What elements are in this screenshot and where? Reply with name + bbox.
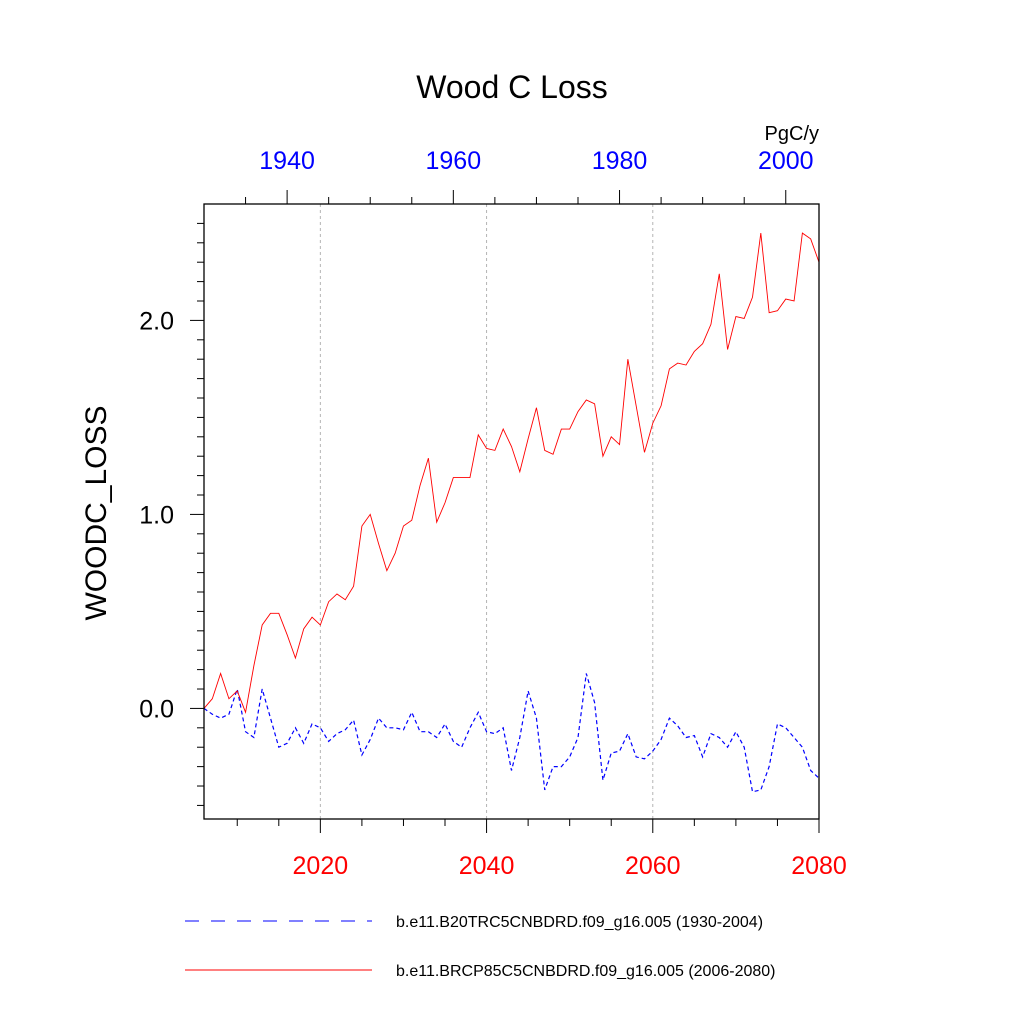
y-tick-label-1.0: 1.0 xyxy=(139,501,174,529)
series-lines xyxy=(203,232,820,793)
top-tick-label-1980: 1980 xyxy=(592,147,648,175)
historical-series-line xyxy=(203,673,820,793)
bottom-tick-label-2040: 2040 xyxy=(459,852,515,880)
bottom-tick-label-2060: 2060 xyxy=(625,852,681,880)
legend-label-2: b.e11.BRCP85C5CNBDRD.f09_g16.005 (2006-2… xyxy=(396,963,775,980)
tick-labels: 2.0 1.0 0.0 1940 1960 1980 2000 2020 2040 2060 208… xyxy=(139,147,847,880)
legend-label-1: b.e11.B20TRC5CNBDRD.f09_g16.005 (1930-20… xyxy=(396,914,763,931)
vertical-gridlines xyxy=(319,204,654,819)
top-tick-label-2000: 2000 xyxy=(758,147,814,175)
y-tick-label-0.0: 0.0 xyxy=(139,695,174,723)
y-tick-label-2.0: 2.0 xyxy=(139,307,174,335)
units-label: PgC/y xyxy=(765,123,819,145)
plot-border xyxy=(203,203,820,820)
bottom-tick-label-2080: 2080 xyxy=(791,852,847,880)
y-axis-label: WOODC_LOSS xyxy=(80,405,113,620)
plot-frame xyxy=(203,203,820,820)
axis-ticks xyxy=(190,190,820,833)
legend: b.e11.B20TRC5CNBDRD.f09_g16.005 (1930-20… xyxy=(185,914,775,980)
top-tick-label-1960: 1960 xyxy=(426,147,482,175)
top-tick-label-1940: 1940 xyxy=(259,147,315,175)
chart-title: Wood C Loss xyxy=(416,69,608,105)
bottom-tick-label-2020: 2020 xyxy=(293,852,349,880)
projection-series-line xyxy=(203,232,820,714)
